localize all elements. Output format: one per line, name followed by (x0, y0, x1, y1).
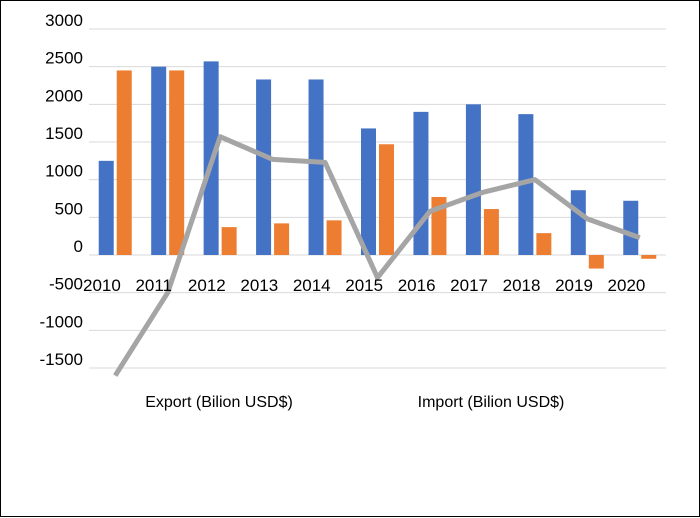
import-bar-2010 (116, 70, 132, 255)
export-bar-2016 (413, 111, 429, 255)
difference-line (113, 134, 641, 377)
export-bar-2019 (570, 190, 586, 255)
import-bar-2012 (221, 227, 237, 255)
export-bar-2017 (465, 104, 481, 255)
legend-import: Import (Bilion USD$) (418, 394, 565, 411)
x-tick-label: 2011 (135, 276, 172, 295)
legend: Export (Bilion USD$) Import (Bilion USD$) (145, 394, 564, 411)
x-tick-label: 2019 (555, 276, 593, 295)
y-tick-label: 3000 (45, 11, 83, 30)
import-bar-2011 (169, 70, 185, 255)
export-bar-2018 (518, 114, 534, 255)
y-tick-label: -500 (49, 275, 83, 294)
difference-line-layer (113, 134, 641, 377)
export-bar-2014 (308, 79, 324, 256)
y-tick-label: -1000 (40, 312, 83, 331)
import-bar-2015 (379, 144, 394, 255)
y-tick-label: -1500 (40, 350, 83, 369)
x-axis-ticks: 2010 2011 2012 2013 2014 2015 2016 2017 2018 2019… (83, 276, 645, 295)
legend-export: Export (Bilion USD$) (145, 394, 293, 411)
import-bar-2018 (536, 233, 552, 255)
x-tick-label: 2013 (240, 276, 278, 295)
import-bar-2020 (641, 255, 657, 259)
y-tick-label: 1500 (45, 124, 83, 143)
x-tick-label: 2014 (293, 276, 331, 295)
x-tick-label: 2015 (345, 276, 383, 295)
y-axis-ticks: 3000 2500 2000 1500 1000 500 0 -500 -1000 -1500 (40, 11, 83, 369)
bars (98, 61, 657, 269)
import-bar-2017 (483, 209, 499, 255)
import-bar-2013 (274, 223, 290, 255)
y-tick-label: 1000 (45, 162, 83, 181)
x-tick-label: 2010 (83, 276, 121, 295)
y-tick-label: 2500 (45, 49, 83, 68)
gridlines (89, 28, 666, 369)
y-tick-label: 500 (55, 199, 83, 218)
import-bar-2014 (326, 220, 342, 255)
export-bar-2011 (151, 66, 167, 256)
x-tick-label: 2020 (608, 276, 646, 295)
y-tick-label: 0 (74, 237, 83, 256)
export-bar-2013 (256, 79, 272, 256)
export-bar-2010 (98, 160, 114, 255)
x-tick-label: 2018 (503, 276, 541, 295)
export-bar-2020 (623, 200, 639, 255)
export-bar-2015 (361, 128, 376, 255)
import-bar-2019 (588, 255, 604, 269)
x-tick-label: 2016 (398, 276, 436, 295)
x-tick-label: 2017 (450, 276, 488, 295)
x-tick-label: 2012 (188, 276, 226, 295)
y-tick-label: 2000 (45, 86, 83, 105)
